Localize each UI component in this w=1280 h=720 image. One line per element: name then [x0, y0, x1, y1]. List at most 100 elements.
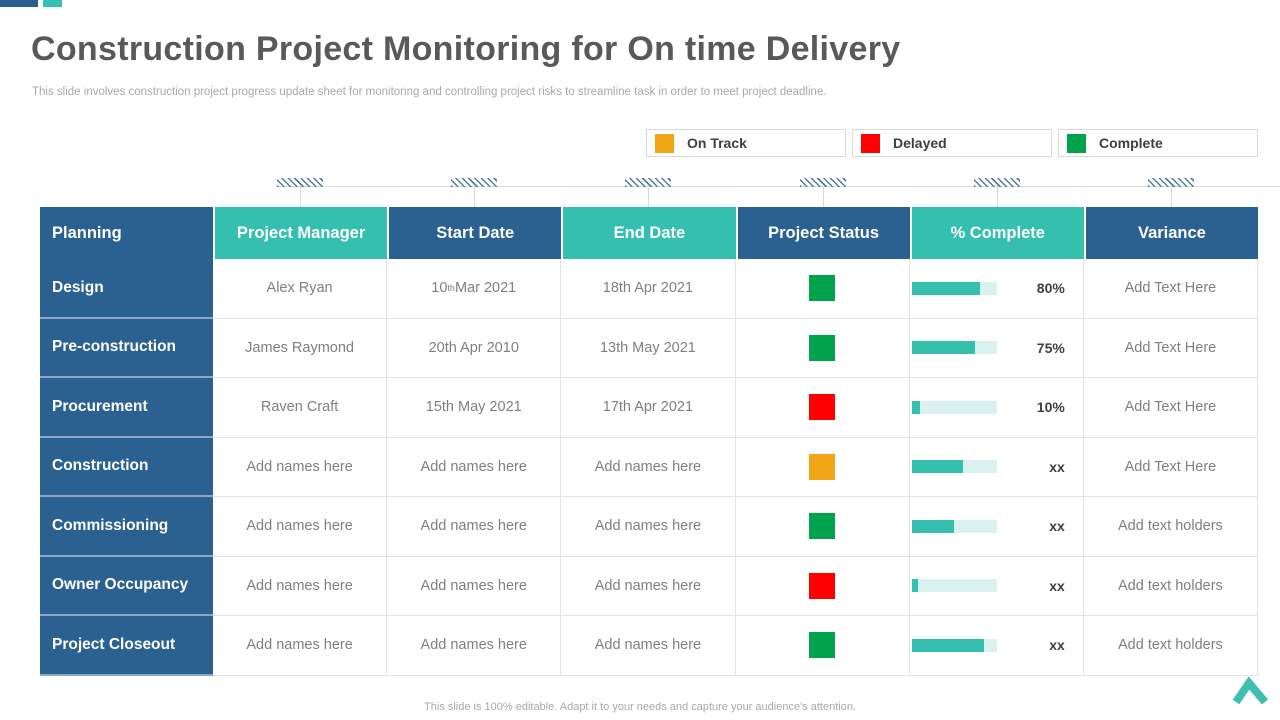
header-variance: Variance [1083, 207, 1258, 259]
date-day: 10 [431, 280, 448, 297]
manager-cell: Raven Craft [213, 378, 388, 438]
end-date-cell: 18th Apr 2021 [561, 259, 736, 319]
percent-complete-cell: xx [909, 616, 1084, 676]
percent-complete-cell: 80% [909, 259, 1084, 319]
status-cell [735, 318, 910, 378]
anchor-tick [648, 187, 649, 207]
end-date-cell[interactable]: Add names here [561, 616, 736, 676]
manager-cell[interactable]: Add names here [213, 497, 388, 557]
variance-cell[interactable]: Add Text Here [1083, 318, 1258, 378]
progress-bar-fill [911, 579, 919, 593]
manager-cell: James Raymond [213, 318, 388, 378]
complete-swatch-icon [1067, 133, 1086, 153]
hatch-anchor-icon [451, 178, 497, 187]
percent-complete-cell: 10% [909, 378, 1084, 438]
anchor-tick [474, 187, 475, 207]
status-cell [735, 378, 910, 438]
progress-bar [911, 579, 997, 593]
hatch-anchor-icon [625, 178, 671, 187]
phase-cell-pre-construction: Pre-construction [40, 318, 213, 378]
progress-bar-fill [911, 341, 976, 355]
status-indicator-icon [809, 513, 836, 540]
percent-complete-cell: xx [909, 497, 1084, 557]
progress-bar [911, 281, 997, 295]
percent-label: 10% [1036, 399, 1065, 416]
end-date-cell: 17th Apr 2021 [561, 378, 736, 438]
status-cell [735, 556, 910, 616]
status-cell [735, 437, 910, 497]
progress-bar-fill [911, 638, 984, 652]
start-date-cell[interactable]: Add names here [387, 556, 562, 616]
end-date-cell[interactable]: Add names here [561, 497, 736, 557]
anchor-tick [1171, 187, 1172, 207]
variance-cell[interactable]: Add text holders [1083, 616, 1258, 676]
anchor-tick [997, 187, 998, 207]
page-title: Construction Project Monitoring for On t… [31, 30, 901, 68]
legend-label: On Track [687, 135, 747, 151]
manager-cell[interactable]: Add names here [213, 616, 388, 676]
anchor-tick [823, 187, 824, 207]
delayed-swatch-icon [861, 133, 880, 153]
header-project-status: Project Status [735, 207, 910, 259]
variance-cell[interactable]: Add Text Here [1083, 378, 1258, 438]
end-date-cell[interactable]: Add names here [561, 556, 736, 616]
phase-cell-procurement: Procurement [40, 378, 213, 438]
corner-decoration-navy-bar [0, 0, 38, 7]
legend-item-delayed: Delayed [852, 129, 1052, 157]
phase-cell-construction: Construction [40, 437, 213, 497]
project-monitoring-table: Planning Project Manager Start Date End … [40, 207, 1258, 676]
header-project-manager: Project Manager [213, 207, 388, 259]
legend-item-on-track: On Track [646, 129, 846, 157]
percent-complete-cell: xx [909, 556, 1084, 616]
anchor-line [277, 186, 1280, 187]
manager-cell[interactable]: Add names here [213, 556, 388, 616]
manager-cell: Alex Ryan [213, 259, 388, 319]
percent-label: xx [1049, 637, 1065, 654]
phase-cell-commissioning: Commissioning [40, 497, 213, 557]
progress-bar-fill [911, 519, 955, 533]
hatch-anchor-icon [974, 178, 1020, 187]
hatch-anchor-icon [800, 178, 846, 187]
progress-bar-fill [911, 400, 921, 414]
header-end-date: End Date [561, 207, 736, 259]
header-start-date: Start Date [387, 207, 562, 259]
variance-cell[interactable]: Add text holders [1083, 497, 1258, 557]
hatch-anchor-icon [277, 178, 323, 187]
status-indicator-icon [809, 275, 836, 302]
start-date-cell: 15th May 2021 [387, 378, 562, 438]
percent-complete-cell: 75% [909, 318, 1084, 378]
progress-bar [911, 341, 997, 355]
status-indicator-icon [809, 394, 836, 421]
start-date-cell: 20th Apr 2010 [387, 318, 562, 378]
header-percent-complete: % Complete [909, 207, 1084, 259]
variance-cell[interactable]: Add text holders [1083, 556, 1258, 616]
start-date-cell[interactable]: Add names here [387, 616, 562, 676]
date-rest: Mar 2021 [454, 280, 517, 297]
progress-bar-fill [911, 281, 980, 295]
percent-label: xx [1049, 518, 1065, 535]
start-date-cell[interactable]: Add names here [387, 497, 562, 557]
percent-label: 80% [1036, 280, 1065, 297]
percent-label: 75% [1036, 339, 1065, 356]
status-indicator-icon [809, 453, 836, 480]
variance-cell[interactable]: Add Text Here [1083, 437, 1258, 497]
status-legend: On Track Delayed Complete [646, 129, 1258, 157]
percent-label: xx [1049, 577, 1065, 594]
legend-label: Complete [1099, 135, 1163, 151]
page-subtitle: This slide involves construction project… [32, 86, 827, 98]
legend-item-complete: Complete [1058, 129, 1258, 157]
percent-label: xx [1049, 458, 1065, 475]
phase-cell-owner-occupancy: Owner Occupancy [40, 556, 213, 616]
status-indicator-icon [809, 572, 836, 599]
header-planning: Planning [40, 207, 213, 259]
manager-cell[interactable]: Add names here [213, 437, 388, 497]
chevron-up-icon [1232, 676, 1269, 704]
status-cell [735, 497, 910, 557]
variance-cell[interactable]: Add Text Here [1083, 259, 1258, 319]
start-date-cell[interactable]: Add names here [387, 437, 562, 497]
percent-complete-cell: xx [909, 437, 1084, 497]
progress-bar [911, 519, 997, 533]
corner-decoration-teal-bar [43, 0, 62, 7]
end-date-cell[interactable]: Add names here [561, 437, 736, 497]
